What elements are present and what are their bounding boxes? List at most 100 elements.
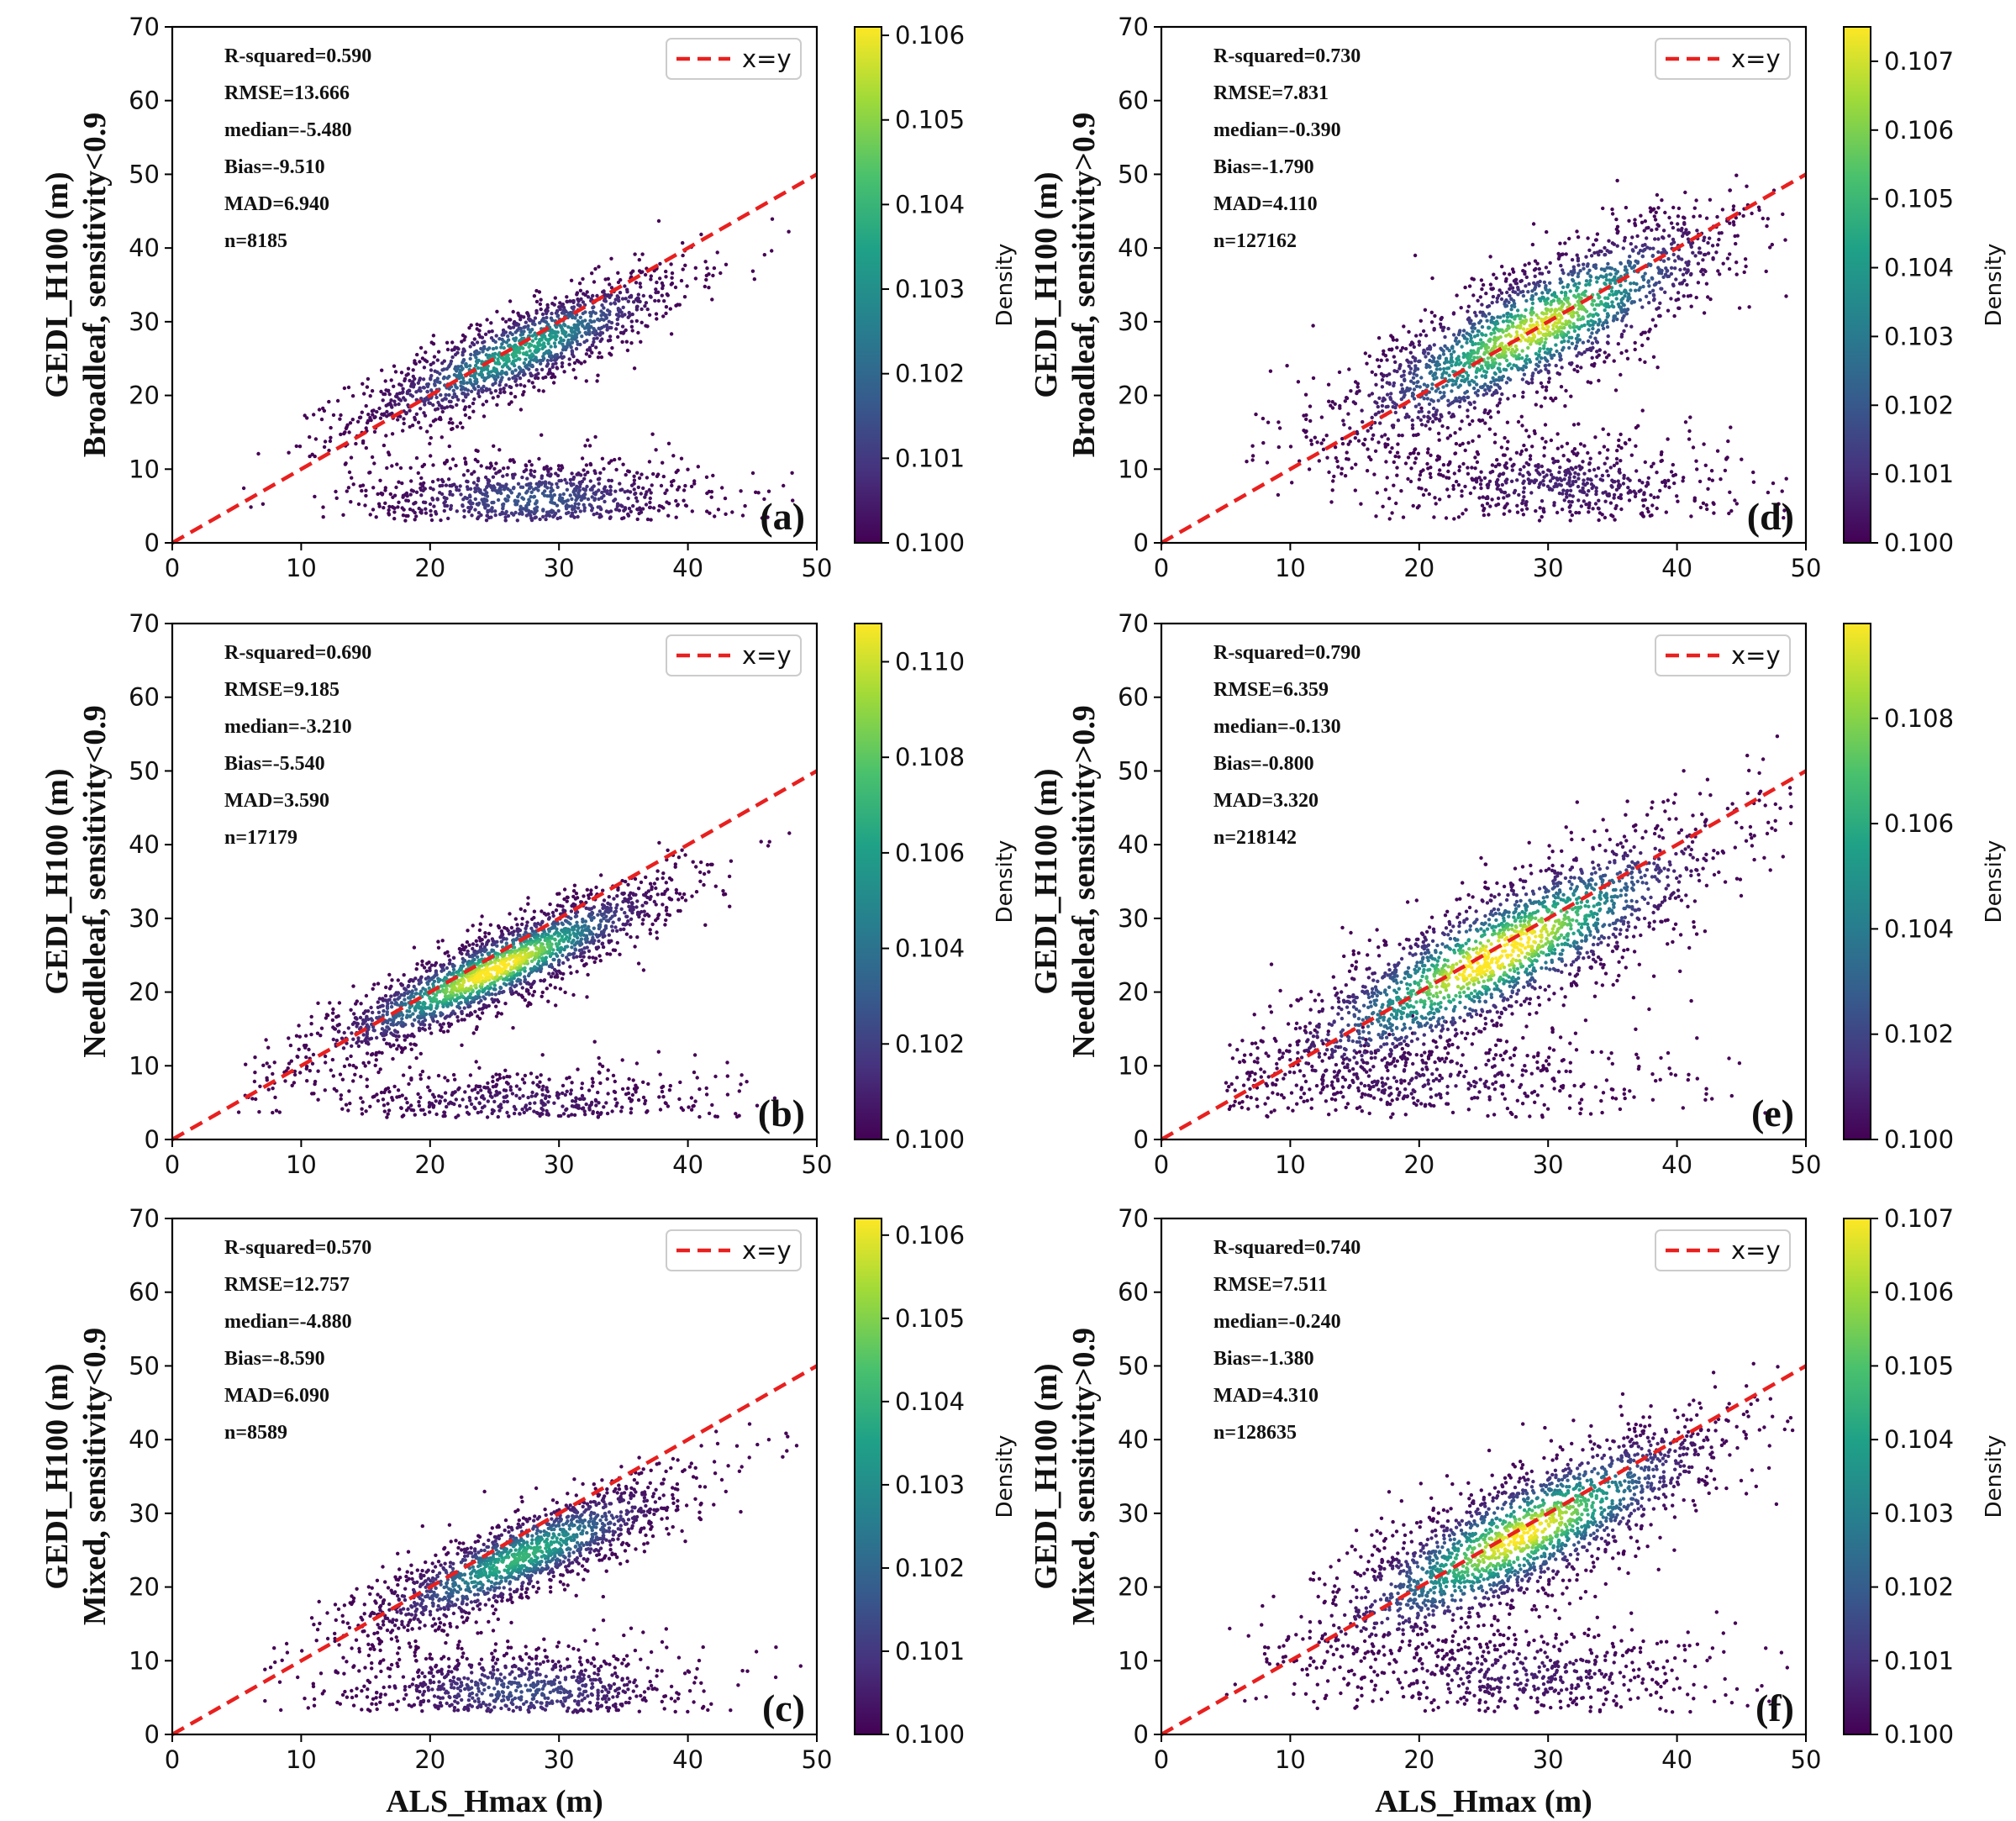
scatter-point	[506, 513, 511, 518]
scatter-point	[312, 1703, 317, 1708]
scatter-point	[450, 427, 455, 431]
scatter-point	[509, 1620, 513, 1625]
scatter-point	[587, 345, 592, 350]
scatter-point	[346, 385, 351, 390]
scatter-point	[510, 332, 514, 337]
scatter-point	[568, 965, 572, 969]
scatter-point	[551, 381, 556, 385]
scatter-point	[258, 1084, 262, 1089]
scatter-point	[513, 395, 518, 399]
scatter-point	[670, 271, 675, 276]
scatter-point	[342, 1671, 346, 1676]
scatter-point	[554, 942, 559, 946]
scatter-point	[431, 463, 435, 467]
scatter-point	[655, 1462, 659, 1466]
scatter-point	[556, 508, 561, 513]
scatter-point	[385, 1012, 389, 1017]
scatter-point	[513, 917, 518, 921]
scatter-point	[546, 945, 550, 950]
scatter-point	[756, 491, 761, 495]
scatter-point	[587, 1088, 592, 1092]
scatter-point	[418, 407, 423, 411]
scatter-point	[787, 831, 792, 835]
scatter-point	[599, 919, 603, 924]
scatter-point	[337, 1643, 341, 1647]
scatter-point	[273, 1095, 277, 1100]
scatter-point	[618, 330, 624, 335]
scatter-point	[335, 1671, 340, 1675]
scatter-point	[338, 1072, 343, 1076]
scatter-point	[532, 1109, 536, 1113]
scatter-point	[460, 339, 464, 344]
scatter-point	[370, 455, 375, 460]
scatter-point	[482, 414, 487, 418]
colorbar-tick-label: 0.100	[895, 1125, 965, 1154]
scatter-point	[623, 284, 627, 288]
scatter-point	[397, 500, 401, 504]
scatter-point	[655, 936, 660, 940]
scatter-point	[473, 1009, 477, 1014]
scatter-point	[552, 303, 556, 307]
scatter-point	[372, 429, 377, 434]
scatter-point	[667, 1088, 672, 1092]
scatter-point	[547, 971, 551, 976]
scatter-point	[420, 1524, 424, 1529]
scatter-point	[642, 1550, 647, 1554]
scatter-point	[604, 1101, 608, 1105]
scatter-point	[418, 426, 423, 430]
scatter-point	[725, 1092, 730, 1097]
scatter-point	[709, 495, 713, 499]
scatter-point	[429, 454, 433, 458]
scatter-point	[499, 975, 503, 980]
scatter-point	[487, 990, 491, 995]
scatter-point	[661, 474, 666, 479]
scatter-point	[348, 421, 353, 425]
scatter-point	[626, 1087, 630, 1091]
scatter-point	[538, 302, 543, 307]
scatter-point	[476, 511, 482, 515]
scatter-point	[676, 908, 681, 913]
scatter-point	[781, 1455, 785, 1459]
scatter-point	[548, 983, 553, 987]
scatter-point	[491, 475, 496, 479]
scatter-point	[342, 1064, 347, 1069]
scatter-point	[608, 485, 613, 489]
scatter-point	[554, 353, 558, 357]
scatter-point	[552, 341, 557, 345]
scatter-point	[297, 1024, 301, 1028]
scatter-point	[429, 518, 434, 523]
scatter-point	[450, 355, 455, 360]
scatter-point	[511, 487, 516, 491]
scatter-point	[372, 1029, 376, 1033]
scatter-point	[429, 486, 433, 490]
scatter-point	[462, 338, 466, 342]
scatter-point	[447, 374, 451, 379]
scatter-point	[571, 931, 576, 935]
scatter-point	[465, 1105, 469, 1109]
scatter-point	[392, 1029, 397, 1033]
scatter-point	[540, 956, 545, 960]
scatter-point	[502, 982, 507, 986]
scatter-point	[626, 512, 630, 517]
scatter-point	[571, 928, 575, 932]
scatter-point	[510, 1092, 515, 1096]
scatter-point	[618, 928, 623, 932]
scatter-point	[629, 509, 633, 513]
scatter-point	[582, 955, 586, 959]
scatter-point	[536, 488, 540, 492]
scatter-point	[692, 1070, 697, 1075]
scatter-point	[297, 1047, 301, 1052]
scatter-point	[539, 297, 543, 302]
scatter-point	[745, 1669, 750, 1673]
scatter-point	[392, 399, 397, 403]
scatter-point	[728, 904, 732, 908]
scatter-point	[384, 985, 388, 990]
scatter-point	[451, 1009, 455, 1013]
scatter-point	[641, 918, 645, 922]
scatter-point	[532, 487, 536, 492]
scatter-point	[254, 1097, 258, 1102]
scatter-point	[597, 350, 602, 355]
scatter-point	[340, 1107, 345, 1111]
scatter-point	[650, 922, 655, 927]
